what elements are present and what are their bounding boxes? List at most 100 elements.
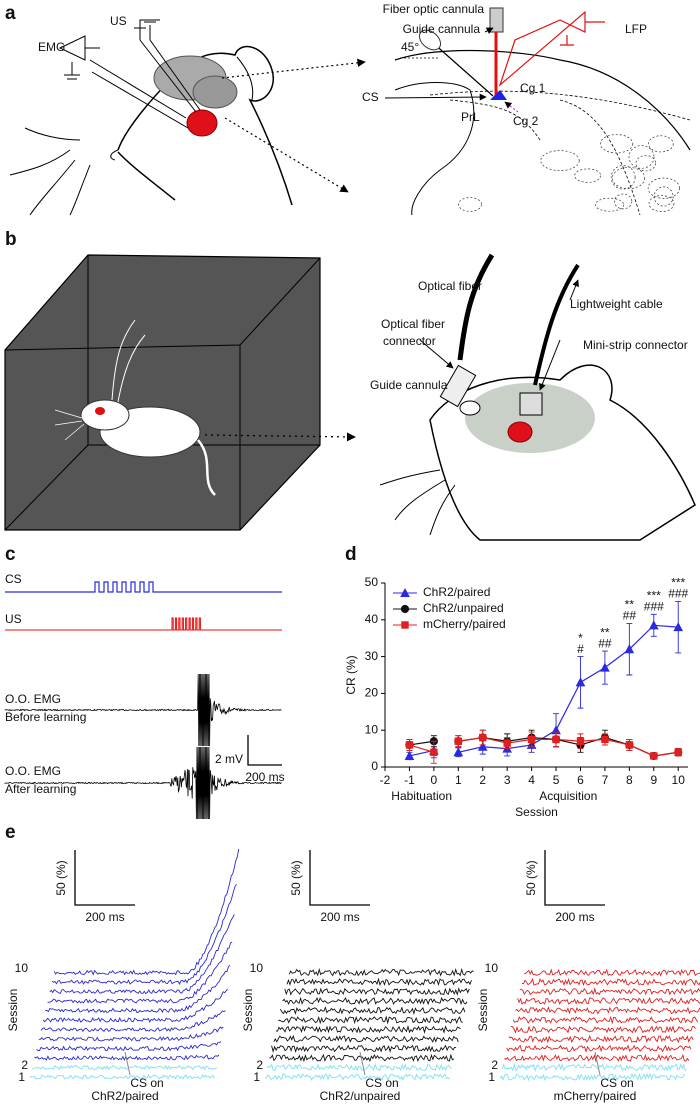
- label: ###: [668, 587, 688, 601]
- marker: [575, 677, 586, 687]
- box-edge: [4, 255, 321, 531]
- label: 10: [485, 961, 499, 975]
- label: Acquisition: [539, 789, 597, 803]
- label: Guide cannula: [403, 22, 481, 36]
- pointer: [204, 432, 356, 442]
- mouse-head: [80, 399, 130, 431]
- nucleus: [610, 165, 636, 190]
- trace: [521, 977, 700, 987]
- label: 200 ms: [245, 770, 284, 784]
- marker: [601, 735, 609, 744]
- scale-bar: [247, 735, 282, 766]
- label: CS on: [600, 1076, 633, 1090]
- fiber-connector: [439, 364, 477, 408]
- label: Session: [476, 989, 490, 1032]
- label: #: [577, 642, 584, 656]
- label: b: [5, 229, 17, 250]
- arrow: [539, 339, 561, 391]
- label: 8: [626, 773, 633, 787]
- electrode: [139, 39, 197, 113]
- trace: [38, 1026, 224, 1042]
- trace: [264, 1073, 450, 1082]
- marker: [503, 739, 511, 747]
- lightweight-cable: [533, 263, 580, 386]
- box-back: [4, 254, 321, 531]
- trace: [517, 997, 700, 1006]
- nucleus: [540, 150, 580, 172]
- marker: [401, 621, 409, 629]
- label: 4: [528, 773, 535, 787]
- label: Guide cannula: [370, 378, 448, 392]
- label: mCherry/paired: [423, 617, 506, 631]
- label: 2: [21, 1058, 28, 1072]
- trace: [47, 941, 233, 1004]
- label: ***: [671, 576, 685, 590]
- eye: [507, 421, 533, 443]
- label: Habituation: [391, 789, 452, 803]
- label: 1: [455, 773, 462, 787]
- tail: [197, 439, 216, 496]
- label: **: [600, 625, 610, 639]
- nucleus: [628, 145, 655, 169]
- label: 200 ms: [320, 910, 359, 924]
- label: 45°: [401, 40, 419, 54]
- label: Session: [241, 989, 255, 1032]
- label: -2: [380, 773, 391, 787]
- nucleus: [653, 186, 674, 207]
- arrow: [384, 93, 487, 101]
- nucleus: [458, 197, 482, 212]
- label: 50 (%): [54, 860, 68, 895]
- marker: [624, 644, 635, 654]
- arrow: [419, 339, 454, 369]
- label: 1: [488, 1070, 495, 1084]
- trace: [277, 1015, 463, 1025]
- label: CR (%): [344, 655, 358, 694]
- label: Session: [6, 989, 20, 1032]
- emg-before: [4, 673, 282, 747]
- label: 0: [431, 773, 438, 787]
- whisker: [29, 159, 76, 216]
- nucleus: [635, 155, 656, 172]
- label: 2 mV: [215, 752, 243, 766]
- arrow: [484, 27, 494, 34]
- whisker: [379, 469, 456, 536]
- label: c: [5, 544, 16, 565]
- label: mCherry/paired: [554, 1089, 637, 1103]
- label: Lightweight cable: [570, 297, 663, 311]
- marker: [674, 748, 682, 756]
- nucleus: [647, 177, 680, 199]
- label: Fiber optic cannula: [383, 2, 485, 16]
- label: 1: [253, 1070, 260, 1084]
- guide-cannula: [459, 400, 481, 416]
- series-line: [409, 740, 434, 746]
- label: 40: [365, 612, 379, 626]
- pointer: [224, 117, 349, 193]
- marker: [600, 662, 610, 672]
- label: 3: [504, 773, 511, 787]
- cs-on: [124, 1051, 131, 1076]
- guide-cannula: [431, 41, 494, 97]
- eye: [186, 109, 218, 137]
- trace: [266, 1062, 452, 1072]
- label: 2: [479, 773, 486, 787]
- trace: [273, 1034, 459, 1043]
- label: Session: [515, 805, 558, 819]
- section: [394, 82, 475, 216]
- label: e: [5, 822, 16, 843]
- scale-bar: [74, 850, 135, 906]
- trace: [501, 1062, 687, 1073]
- marker: [479, 733, 487, 742]
- whisker: [69, 164, 91, 216]
- marker: [400, 604, 410, 614]
- trace: [524, 968, 700, 977]
- trace: [271, 1044, 457, 1054]
- label: Mini-strip connector: [583, 338, 688, 352]
- label: 10: [250, 961, 264, 975]
- scale-bar: [544, 850, 605, 906]
- label: Optical fiber: [381, 317, 445, 331]
- label: CS: [362, 90, 379, 104]
- label: US: [110, 14, 127, 28]
- label: LFP: [625, 22, 647, 36]
- section: [394, 49, 691, 151]
